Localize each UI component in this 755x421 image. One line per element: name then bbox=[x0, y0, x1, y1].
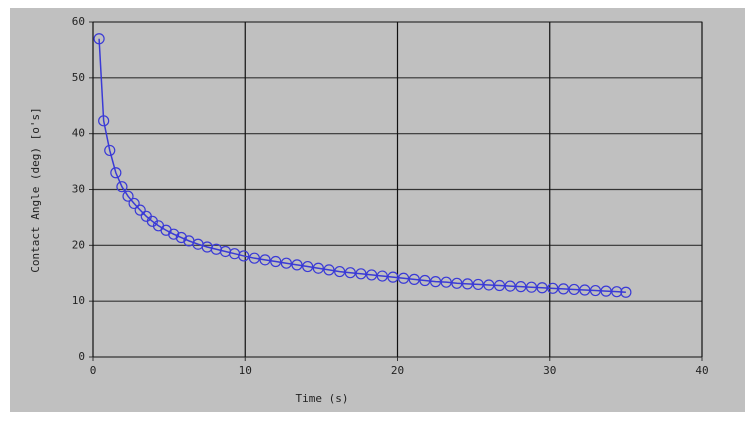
data-point bbox=[557, 283, 570, 295]
data-point bbox=[366, 269, 378, 281]
data-point bbox=[515, 281, 527, 293]
data-point bbox=[461, 278, 474, 290]
data-point bbox=[419, 274, 431, 287]
data-point bbox=[334, 265, 346, 278]
data-point bbox=[387, 271, 399, 283]
x-tick-label: 10 bbox=[239, 364, 252, 377]
data-point bbox=[344, 267, 356, 279]
data-point bbox=[104, 144, 116, 157]
data-point bbox=[291, 259, 303, 271]
data-point bbox=[93, 33, 105, 45]
data-point bbox=[302, 260, 314, 273]
data-point bbox=[270, 255, 282, 268]
y-tick-label: 20 bbox=[72, 238, 85, 251]
data-point bbox=[323, 264, 335, 276]
y-tick-label: 40 bbox=[72, 127, 85, 140]
data-point bbox=[376, 270, 388, 282]
data-point bbox=[248, 252, 260, 264]
data-point bbox=[611, 286, 623, 298]
x-tick-label: 40 bbox=[695, 364, 708, 377]
data-point bbox=[536, 282, 548, 294]
data-point bbox=[620, 286, 632, 298]
data-point bbox=[312, 262, 324, 274]
y-tick-label: 30 bbox=[72, 183, 85, 196]
data-point bbox=[600, 285, 612, 297]
x-tick-label: 30 bbox=[543, 364, 556, 377]
data-point bbox=[493, 279, 506, 292]
data-point bbox=[408, 273, 420, 285]
x-tick-label: 20 bbox=[391, 364, 404, 377]
data-point bbox=[238, 250, 250, 262]
data-point bbox=[440, 276, 452, 288]
data-point bbox=[168, 228, 180, 240]
data-point bbox=[355, 268, 367, 280]
y-tick-label: 0 bbox=[78, 350, 85, 363]
y-tick-label: 50 bbox=[72, 71, 85, 84]
data-point bbox=[429, 276, 442, 288]
data-point bbox=[579, 284, 591, 296]
data-point bbox=[451, 277, 463, 289]
y-tick-label: 10 bbox=[72, 294, 85, 307]
data-point bbox=[259, 254, 271, 266]
data-point bbox=[568, 283, 580, 296]
y-axis-label: Contact Angle (deg) [o's] bbox=[29, 107, 42, 273]
data-point bbox=[280, 257, 292, 269]
data-point bbox=[175, 231, 187, 244]
data-point bbox=[504, 280, 516, 292]
y-tick-label: 60 bbox=[72, 15, 85, 28]
data-point bbox=[547, 282, 559, 294]
data-point bbox=[98, 115, 110, 127]
data-point bbox=[397, 272, 410, 284]
x-axis-label: Time (s) bbox=[296, 392, 349, 405]
data-point bbox=[134, 204, 146, 216]
data-point bbox=[472, 278, 484, 291]
data-point bbox=[110, 167, 122, 179]
data-point bbox=[122, 190, 134, 202]
data-point bbox=[589, 284, 602, 297]
x-tick-label: 0 bbox=[90, 364, 97, 377]
data-point bbox=[483, 279, 495, 291]
data-point bbox=[116, 181, 128, 193]
data-point bbox=[525, 281, 538, 293]
data-point bbox=[128, 197, 140, 210]
